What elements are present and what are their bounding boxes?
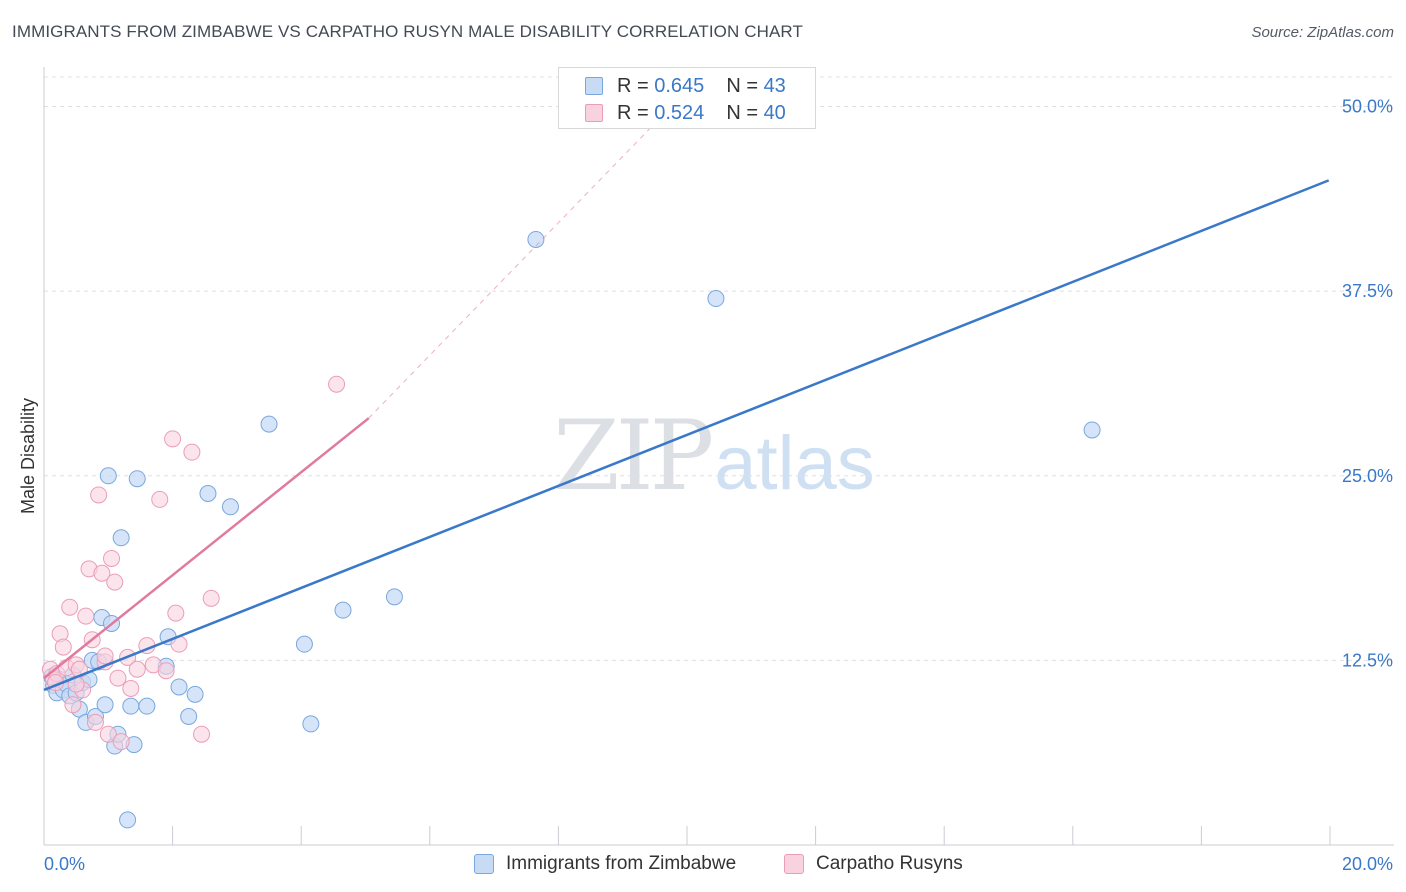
legend-n-label: N = — [726, 74, 758, 97]
tick-labels: 12.5% 25.0% 37.5% 50.0% 0.0% 20.0% Male Disabi… — [18, 97, 1393, 874]
rusyn-point — [64, 696, 82, 714]
legend-swatch-zimbabwe — [585, 77, 603, 95]
legend-row-rusyn: R = 0.524 N = 40 — [585, 101, 786, 125]
zimbabwe-trend-line — [43, 179, 1330, 692]
rusyn-point — [167, 604, 185, 622]
rusyn-point — [328, 375, 346, 393]
zimbabwe-point — [260, 415, 278, 433]
axes — [43, 67, 1394, 846]
bottom-legend-swatch-rusyn — [784, 854, 804, 874]
rusyn-point — [77, 607, 95, 625]
zimbabwe-point — [186, 685, 204, 703]
legend-r-label: R = — [617, 101, 649, 124]
legend-r-value: 0.645 — [654, 74, 705, 97]
zimbabwe-point — [295, 635, 313, 653]
zimbabwe-point — [334, 601, 352, 619]
zimbabwe-point — [138, 697, 156, 715]
rusyn-trend-line — [43, 417, 370, 680]
zimbabwe-point — [119, 811, 137, 829]
zimbabwe-point — [199, 484, 217, 502]
rusyn-point — [86, 713, 104, 731]
rusyn-point — [151, 490, 169, 508]
zimbabwe-point — [221, 498, 239, 516]
rusyn-point — [90, 486, 108, 504]
rusyn-point — [99, 725, 117, 743]
legend-r-value: 0.524 — [654, 101, 705, 124]
trend-lines — [43, 76, 1330, 692]
bottom-legend-swatch-zimbabwe — [474, 854, 494, 874]
legend-row-zimbabwe: R = 0.645 N = 43 — [585, 74, 786, 98]
gridlines — [44, 76, 1394, 661]
rusyn-point — [128, 660, 146, 678]
bottom-legend-rusyn: Carpatho Rusyns — [784, 852, 963, 876]
y-tick-label: 37.5% — [1342, 281, 1393, 301]
rusyn-point — [183, 443, 201, 461]
rusyn-point — [202, 589, 220, 607]
chart-title: IMMIGRANTS FROM ZIMBABWE VS CARPATHO RUS… — [12, 22, 803, 41]
bottom-legend-label-rusyn: Carpatho Rusyns — [816, 853, 963, 874]
zimbabwe-point — [170, 678, 188, 696]
zimbabwe-point — [385, 588, 403, 606]
rusyn-point — [93, 564, 111, 582]
series-zimbabwe-points — [43, 230, 1101, 829]
zimbabwe-point — [128, 470, 146, 488]
rusyn-point — [54, 638, 72, 656]
legend-swatch-rusyn — [585, 104, 603, 122]
rusyn-point — [96, 647, 114, 665]
y-tick-label: 25.0% — [1342, 466, 1393, 486]
legend-n-value: 40 — [763, 101, 786, 124]
rusyn-point — [193, 725, 211, 743]
y-axis-title: Male Disability — [18, 398, 38, 514]
rusyn-point — [157, 662, 175, 680]
legend-r-label: R = — [617, 74, 649, 97]
legend-n-value: 43 — [763, 74, 786, 97]
zimbabwe-point — [180, 708, 198, 726]
correlation-legend: R = 0.645 N = 43 R = 0.524 N = 40 — [558, 67, 816, 129]
watermark: ZIPatlas — [553, 400, 875, 512]
y-tick-label: 12.5% — [1342, 650, 1393, 670]
source-label: Source: ZipAtlas.com — [1251, 24, 1394, 41]
bottom-legend-zimbabwe: Immigrants from Zimbabwe — [474, 852, 736, 876]
rusyn-point — [106, 573, 124, 591]
y-tick-label: 50.0% — [1342, 97, 1393, 117]
rusyn-point — [164, 430, 182, 448]
rusyn-point — [61, 598, 79, 616]
zimbabwe-point — [1083, 421, 1101, 439]
watermark-atlas: atlas — [714, 421, 875, 506]
zimbabwe-point — [112, 529, 130, 547]
rusyn-point — [109, 669, 127, 687]
rusyn-point — [112, 733, 130, 751]
zimbabwe-point — [99, 467, 117, 485]
bottom-legend-label-zimbabwe: Immigrants from Zimbabwe — [506, 853, 737, 874]
zimbabwe-point — [122, 697, 140, 715]
x-tick-label-max: 20.0% — [1342, 854, 1393, 874]
x-tick-label-min: 0.0% — [44, 854, 85, 874]
rusyn-point — [103, 549, 121, 567]
zimbabwe-point — [707, 290, 725, 308]
zimbabwe-point — [302, 715, 320, 733]
zimbabwe-point — [527, 230, 545, 248]
legend-n-label: N = — [726, 101, 758, 124]
rusyn-point — [122, 679, 140, 697]
zimbabwe-point — [96, 696, 114, 714]
